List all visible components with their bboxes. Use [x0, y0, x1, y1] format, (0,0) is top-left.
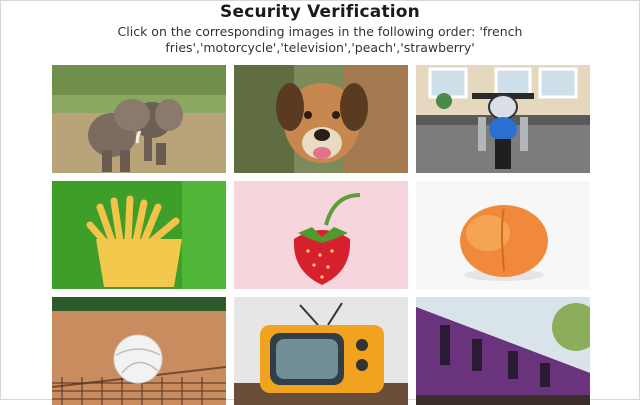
- train-image: [416, 297, 590, 405]
- tile-television[interactable]: television: [234, 297, 408, 405]
- french-fries-image: [52, 181, 226, 289]
- strawberry-image: [234, 181, 408, 289]
- tile-train[interactable]: train: [416, 297, 590, 405]
- volleyball-image: [52, 297, 226, 405]
- tile-motorcycle[interactable]: motorcycle: [416, 65, 590, 173]
- motorcycle-image: [416, 65, 590, 173]
- captcha-instruction: Click on the corresponding images in the…: [117, 24, 523, 55]
- peach-image: [416, 181, 590, 289]
- tile-peach[interactable]: peach: [416, 181, 590, 289]
- tile-french-fries[interactable]: french fries: [52, 181, 226, 289]
- dog-image: [234, 65, 408, 173]
- tile-strawberry[interactable]: strawberry: [234, 181, 408, 289]
- tile-elephant[interactable]: elephant: [52, 65, 226, 173]
- television-image: [234, 297, 408, 405]
- captcha-title: Security Verification: [220, 2, 420, 22]
- tile-dog[interactable]: dog: [234, 65, 408, 173]
- image-grid: elephant dog: [52, 65, 590, 405]
- tile-volleyball[interactable]: volleyball: [52, 297, 226, 405]
- elephant-image: [52, 65, 226, 173]
